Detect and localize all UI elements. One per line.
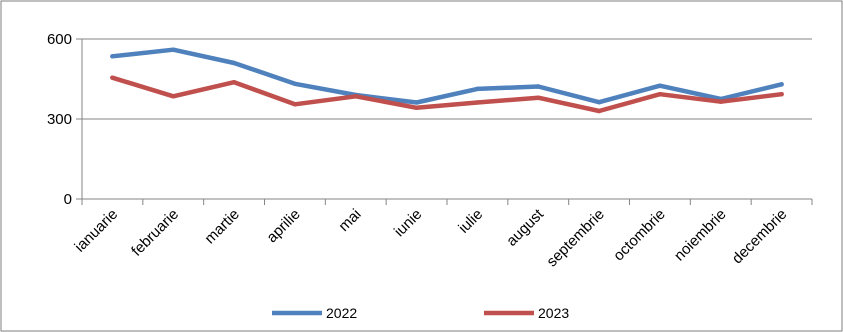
data-point-2022-6 bbox=[475, 86, 480, 92]
y-axis-ticks: 0 300 600 bbox=[47, 31, 82, 208]
data-point-2023-1 bbox=[171, 94, 176, 99]
data-point-2022-9 bbox=[657, 83, 663, 88]
data-point-2022-3 bbox=[292, 81, 298, 87]
data-point-2023-2 bbox=[231, 80, 237, 85]
y-tick-label-0: 0 bbox=[64, 191, 72, 208]
legend-label-2023: 2023 bbox=[538, 305, 569, 321]
y-tick-label-1: 300 bbox=[47, 111, 72, 128]
series-line-2023 bbox=[110, 75, 784, 114]
gridlines bbox=[82, 38, 812, 120]
data-point-2023-3 bbox=[292, 102, 298, 107]
data-point-2022-2 bbox=[231, 60, 237, 66]
series-line-2022 bbox=[110, 47, 784, 105]
data-point-2023-6 bbox=[475, 100, 480, 105]
data-point-2022-7 bbox=[536, 84, 541, 89]
legend: 2022 2023 bbox=[272, 305, 569, 321]
series bbox=[110, 47, 784, 114]
data-point-2023-8 bbox=[596, 108, 602, 114]
data-point-2023-7 bbox=[536, 95, 541, 100]
data-point-2022-8 bbox=[596, 100, 602, 105]
data-point-2023-10 bbox=[718, 99, 723, 104]
data-point-2022-11 bbox=[779, 82, 784, 87]
data-point-2023-0 bbox=[110, 75, 115, 80]
data-point-2022-5 bbox=[414, 100, 419, 105]
data-point-2022-0 bbox=[110, 54, 115, 59]
y-tick-label-2: 600 bbox=[47, 31, 72, 48]
legend-label-2022: 2022 bbox=[326, 305, 357, 321]
data-point-2023-4 bbox=[353, 94, 358, 99]
data-point-2022-1 bbox=[171, 47, 176, 52]
data-point-2023-9 bbox=[657, 92, 663, 97]
data-point-2023-5 bbox=[414, 105, 419, 111]
data-point-2023-11 bbox=[779, 92, 784, 97]
